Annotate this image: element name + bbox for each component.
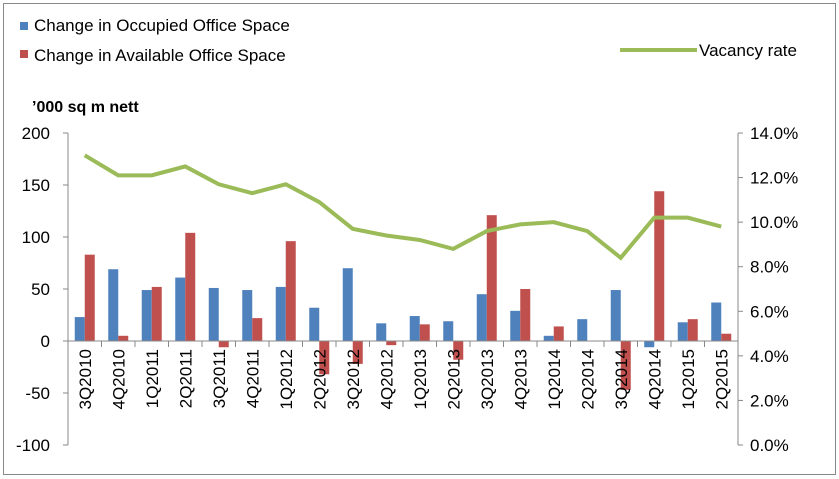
- y2-tick-label: 0.0%: [750, 436, 789, 455]
- available-bar: [185, 232, 196, 341]
- legend-label-vacancy: Vacancy rate: [699, 41, 797, 60]
- x-tick-label: 4Q2012: [377, 349, 396, 410]
- y2-tick-label: 4.0%: [750, 347, 789, 366]
- occupied-bar: [74, 317, 85, 341]
- available-bar: [721, 333, 732, 341]
- x-tick-label: 3Q2012: [344, 349, 363, 410]
- x-tick-label: 4Q2010: [109, 349, 128, 410]
- y-tick-label: 150: [22, 176, 50, 195]
- x-tick-label: 1Q2015: [679, 349, 698, 410]
- occupied-bar: [108, 269, 119, 341]
- y-tick-label: -50: [25, 384, 50, 403]
- x-tick-label: 2Q2012: [310, 349, 329, 410]
- occupied-bar: [510, 310, 521, 341]
- x-tick-label: 1Q2012: [277, 349, 296, 410]
- legend-marker-occupied: [20, 22, 28, 30]
- occupied-bar: [175, 277, 186, 341]
- x-tick-label: 2Q2011: [176, 349, 195, 408]
- x-tick-label: 3Q2014: [612, 349, 631, 410]
- x-tick-label: 3Q2010: [76, 349, 95, 410]
- occupied-bar: [543, 335, 554, 341]
- occupied-bar: [242, 290, 253, 341]
- occupied-bar: [141, 290, 152, 341]
- occupied-bar: [376, 323, 387, 341]
- legend-label-available: Change in Available Office Space: [34, 46, 286, 65]
- y2-tick-label: 2.0%: [750, 391, 789, 410]
- y-axis-unit-label: ’000 sq m nett: [32, 99, 139, 116]
- y-tick-label: 0: [41, 332, 50, 351]
- available-bar: [218, 341, 229, 348]
- occupied-bar: [711, 302, 722, 341]
- x-tick-label: 4Q2013: [511, 349, 530, 410]
- occupied-bar: [275, 286, 286, 341]
- occupied-bar: [342, 268, 353, 341]
- y2-tick-label: 10.0%: [750, 213, 798, 232]
- available-bar: [687, 319, 698, 341]
- y-tick-label: 100: [22, 228, 50, 247]
- available-bar: [486, 215, 497, 341]
- available-bar: [352, 341, 363, 364]
- occupied-bar: [208, 287, 219, 341]
- available-bar: [553, 326, 564, 341]
- occupied-bar: [677, 322, 688, 341]
- occupied-bar: [309, 307, 320, 341]
- available-bar: [654, 191, 665, 341]
- occupied-bar: [610, 290, 621, 341]
- x-tick-label: 2Q2014: [578, 349, 597, 410]
- available-bar: [151, 286, 162, 341]
- x-tick-label: 4Q2014: [645, 349, 664, 410]
- available-bar: [520, 289, 531, 341]
- x-tick-label: 3Q2013: [478, 349, 497, 410]
- occupied-bar: [644, 341, 655, 348]
- y-tick-label: 200: [22, 124, 50, 143]
- x-tick-label: 3Q2011: [210, 349, 229, 408]
- available-bar: [285, 241, 296, 341]
- x-tick-label: 4Q2011: [243, 349, 262, 408]
- legend-label-occupied: Change in Occupied Office Space: [34, 16, 290, 35]
- occupied-bar: [443, 321, 454, 341]
- available-bar: [419, 324, 430, 341]
- chart-frame: [3, 3, 836, 475]
- available-bar: [252, 318, 263, 341]
- available-bar: [453, 341, 464, 360]
- y2-tick-label: 12.0%: [750, 169, 798, 188]
- available-bar: [386, 341, 397, 346]
- available-bar: [118, 335, 129, 341]
- occupied-bar: [577, 319, 588, 341]
- available-bar: [620, 341, 631, 390]
- x-tick-label: 1Q2014: [545, 349, 564, 410]
- y-tick-label: -100: [16, 436, 50, 455]
- occupied-bar: [409, 316, 420, 341]
- available-bar: [319, 341, 330, 375]
- available-bar: [84, 254, 95, 341]
- y2-tick-label: 6.0%: [750, 302, 789, 321]
- x-tick-label: 1Q2013: [411, 349, 430, 410]
- vacancy-rate-line: [83, 153, 722, 261]
- y2-tick-label: 8.0%: [750, 258, 789, 277]
- x-tick-label: 2Q2015: [712, 349, 731, 410]
- x-tick-label: 2Q2013: [444, 349, 463, 410]
- y-tick-label: 50: [31, 280, 50, 299]
- x-tick-label: 1Q2011: [143, 349, 162, 408]
- y2-tick-label: 14.0%: [750, 124, 798, 143]
- occupied-bar: [476, 294, 487, 341]
- legend-marker-available: [20, 50, 28, 58]
